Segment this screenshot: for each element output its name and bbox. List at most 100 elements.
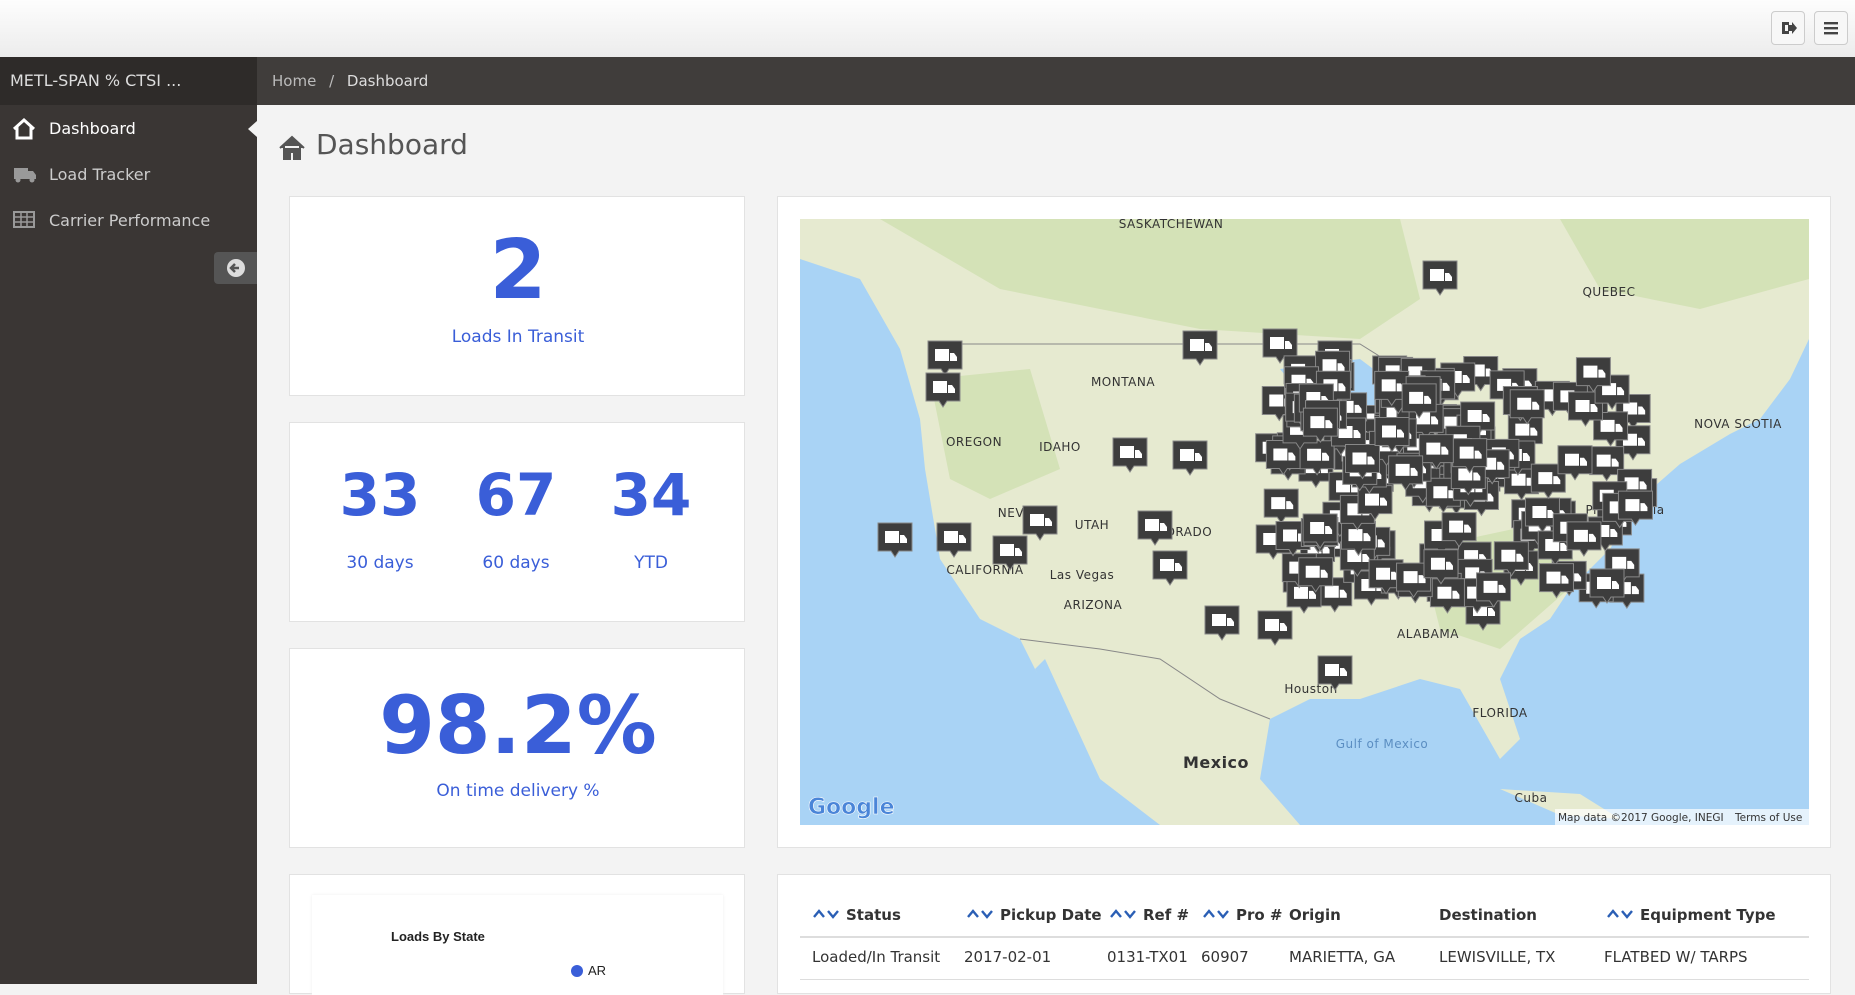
truck-marker xyxy=(1263,488,1299,524)
truck-icon xyxy=(1545,538,1568,551)
table-cell: FLATBED W/ TARPS xyxy=(1604,948,1748,966)
truck-icon xyxy=(1271,497,1294,510)
sort-arrows[interactable] xyxy=(1606,906,1636,926)
map-label: QUEBEC xyxy=(1582,285,1635,299)
truck-marker xyxy=(1557,445,1593,481)
stat-value: 2 xyxy=(489,223,547,318)
menu-item[interactable]: Carrier Performance xyxy=(49,211,211,230)
truck-marker xyxy=(1204,605,1240,641)
truck-marker xyxy=(1317,655,1353,691)
truck-icon xyxy=(1575,400,1598,413)
truck-marker xyxy=(1374,416,1410,453)
sort-icon xyxy=(967,909,993,919)
truck-icon xyxy=(1622,433,1645,446)
column-header: Destination xyxy=(1439,906,1537,924)
chart-title: Loads By State xyxy=(391,929,485,944)
truck-icon xyxy=(1546,571,1569,584)
collapse-button[interactable] xyxy=(214,252,257,284)
sort-icon xyxy=(1607,909,1633,919)
stat-label: 60 days xyxy=(482,553,550,573)
sort-arrows[interactable] xyxy=(812,906,842,926)
stat-label: On time delivery % xyxy=(436,781,600,801)
truck-icon xyxy=(1352,452,1375,465)
truck-icon xyxy=(1532,506,1555,519)
truck-icon xyxy=(1416,412,1439,425)
truck-icon xyxy=(1596,454,1619,467)
truck-icon xyxy=(1307,448,1330,461)
truck-marker xyxy=(1567,391,1603,427)
map-label: Cuba xyxy=(1515,791,1548,805)
truck-icon xyxy=(1625,499,1648,512)
truck-icon xyxy=(1270,337,1292,349)
truck-icon xyxy=(1470,364,1493,377)
truck-icon xyxy=(1437,586,1460,599)
stat-label: YTD xyxy=(634,553,668,573)
truck-marker xyxy=(1357,485,1393,521)
truck-marker xyxy=(1617,490,1653,527)
truck-icon xyxy=(1538,472,1561,485)
truck-icon xyxy=(1467,410,1490,423)
sort-arrows[interactable] xyxy=(1109,906,1139,926)
truck-icon xyxy=(1190,339,1212,351)
map-label: FLORIDA xyxy=(1472,706,1528,720)
truck-icon xyxy=(1310,522,1333,535)
truck-marker xyxy=(1509,389,1545,425)
truck-marker xyxy=(1172,440,1208,476)
truck-icon xyxy=(1583,365,1606,378)
column-header[interactable]: Pickup Date xyxy=(1000,906,1102,924)
logout-icon xyxy=(1782,22,1797,34)
menu-item[interactable]: Load Tracker xyxy=(49,165,151,184)
sort-arrows[interactable] xyxy=(966,906,996,926)
table-header-rule xyxy=(800,936,1809,938)
map-label: CALIFORNIA xyxy=(946,563,1024,577)
stat-card: 98.2% On time delivery % xyxy=(289,648,745,848)
column-header[interactable]: Pro # xyxy=(1236,906,1283,924)
truck-icon xyxy=(1403,571,1426,584)
truck-icon xyxy=(1382,425,1405,438)
truck-marker xyxy=(1340,520,1376,557)
truck-marker xyxy=(1566,521,1602,557)
truck-marker xyxy=(1589,568,1625,604)
column-header[interactable]: Ref # xyxy=(1143,906,1190,924)
menu-button[interactable] xyxy=(1814,11,1848,45)
map-label: Houston xyxy=(1284,682,1337,696)
map-logo: Google xyxy=(808,795,895,820)
map-label: Mexico xyxy=(1183,753,1249,772)
gulf-of-california xyxy=(1035,659,1100,784)
truck-marker xyxy=(927,340,963,376)
legend-dot xyxy=(571,965,583,977)
column-header: Origin xyxy=(1289,906,1341,924)
truck-marker xyxy=(1265,439,1301,476)
truck-icon xyxy=(1517,397,1540,410)
column-header[interactable]: Status xyxy=(846,906,901,924)
truck-icon xyxy=(1265,619,1287,631)
page-title: Dashboard xyxy=(316,128,468,161)
sort-icon xyxy=(1110,909,1136,919)
breadcrumb-separator: / xyxy=(329,72,335,90)
truck-icon xyxy=(1564,453,1587,466)
truck-marker xyxy=(936,522,972,558)
map[interactable]: SASKATCHEWANMONTANAOREGONIDAHONEVADAUTAH… xyxy=(800,219,1809,825)
collapse-icon xyxy=(227,259,245,277)
stat-value: 33 xyxy=(339,461,421,529)
truck-icon xyxy=(1501,549,1524,562)
truck-icon xyxy=(944,531,966,543)
map-terms: Terms of Use xyxy=(1734,812,1802,824)
truck-icon xyxy=(1482,457,1505,470)
sort-arrows[interactable] xyxy=(1202,906,1232,926)
column-header[interactable]: Equipment Type xyxy=(1640,906,1776,924)
map-label: MONTANA xyxy=(1091,375,1155,389)
truck-icon xyxy=(1483,580,1506,593)
truck-marker xyxy=(1262,328,1298,364)
home-icon xyxy=(279,135,305,160)
menu-item[interactable]: Dashboard xyxy=(49,119,136,138)
logout-button[interactable] xyxy=(1771,11,1805,45)
map-label: NOVA SCOTIA xyxy=(1694,417,1782,431)
stat-value: 67 xyxy=(475,461,557,529)
table-cell: 0131-TX01 xyxy=(1107,948,1188,966)
truck-marker xyxy=(992,535,1028,571)
truck-icon xyxy=(1212,614,1234,626)
chart-area xyxy=(312,895,723,995)
breadcrumb-link[interactable]: Home xyxy=(272,72,317,90)
